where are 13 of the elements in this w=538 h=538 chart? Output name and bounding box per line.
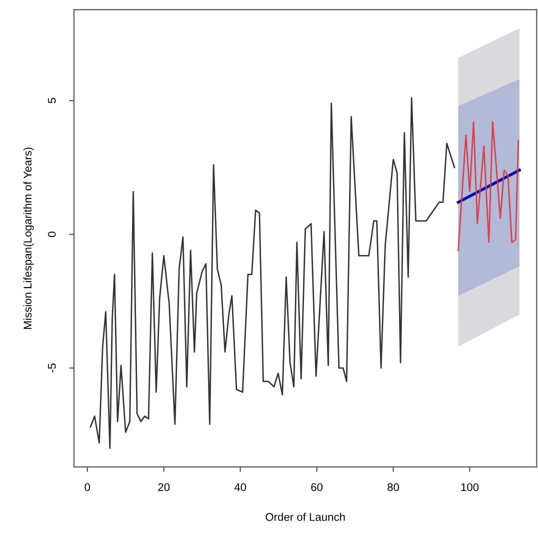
x-tick-label: 80 [388,483,400,492]
x-axis-title: Order of Launch [266,512,345,521]
y-tick-label: 5 [48,98,56,104]
line-series [458,121,519,252]
y-tick-label: -5 [48,364,56,372]
y-tick-label: 0 [48,232,56,237]
x-tick-label: 60 [311,483,323,492]
y-axis-title: Mission Lifespan(Logarithm of Years) [23,148,34,329]
x-tick-label: 100 [461,483,479,492]
x-tick-label: 40 [234,483,246,492]
x-tick-label: 20 [158,483,170,492]
x-tick-label: 0 [84,483,90,492]
line-series [90,97,456,449]
